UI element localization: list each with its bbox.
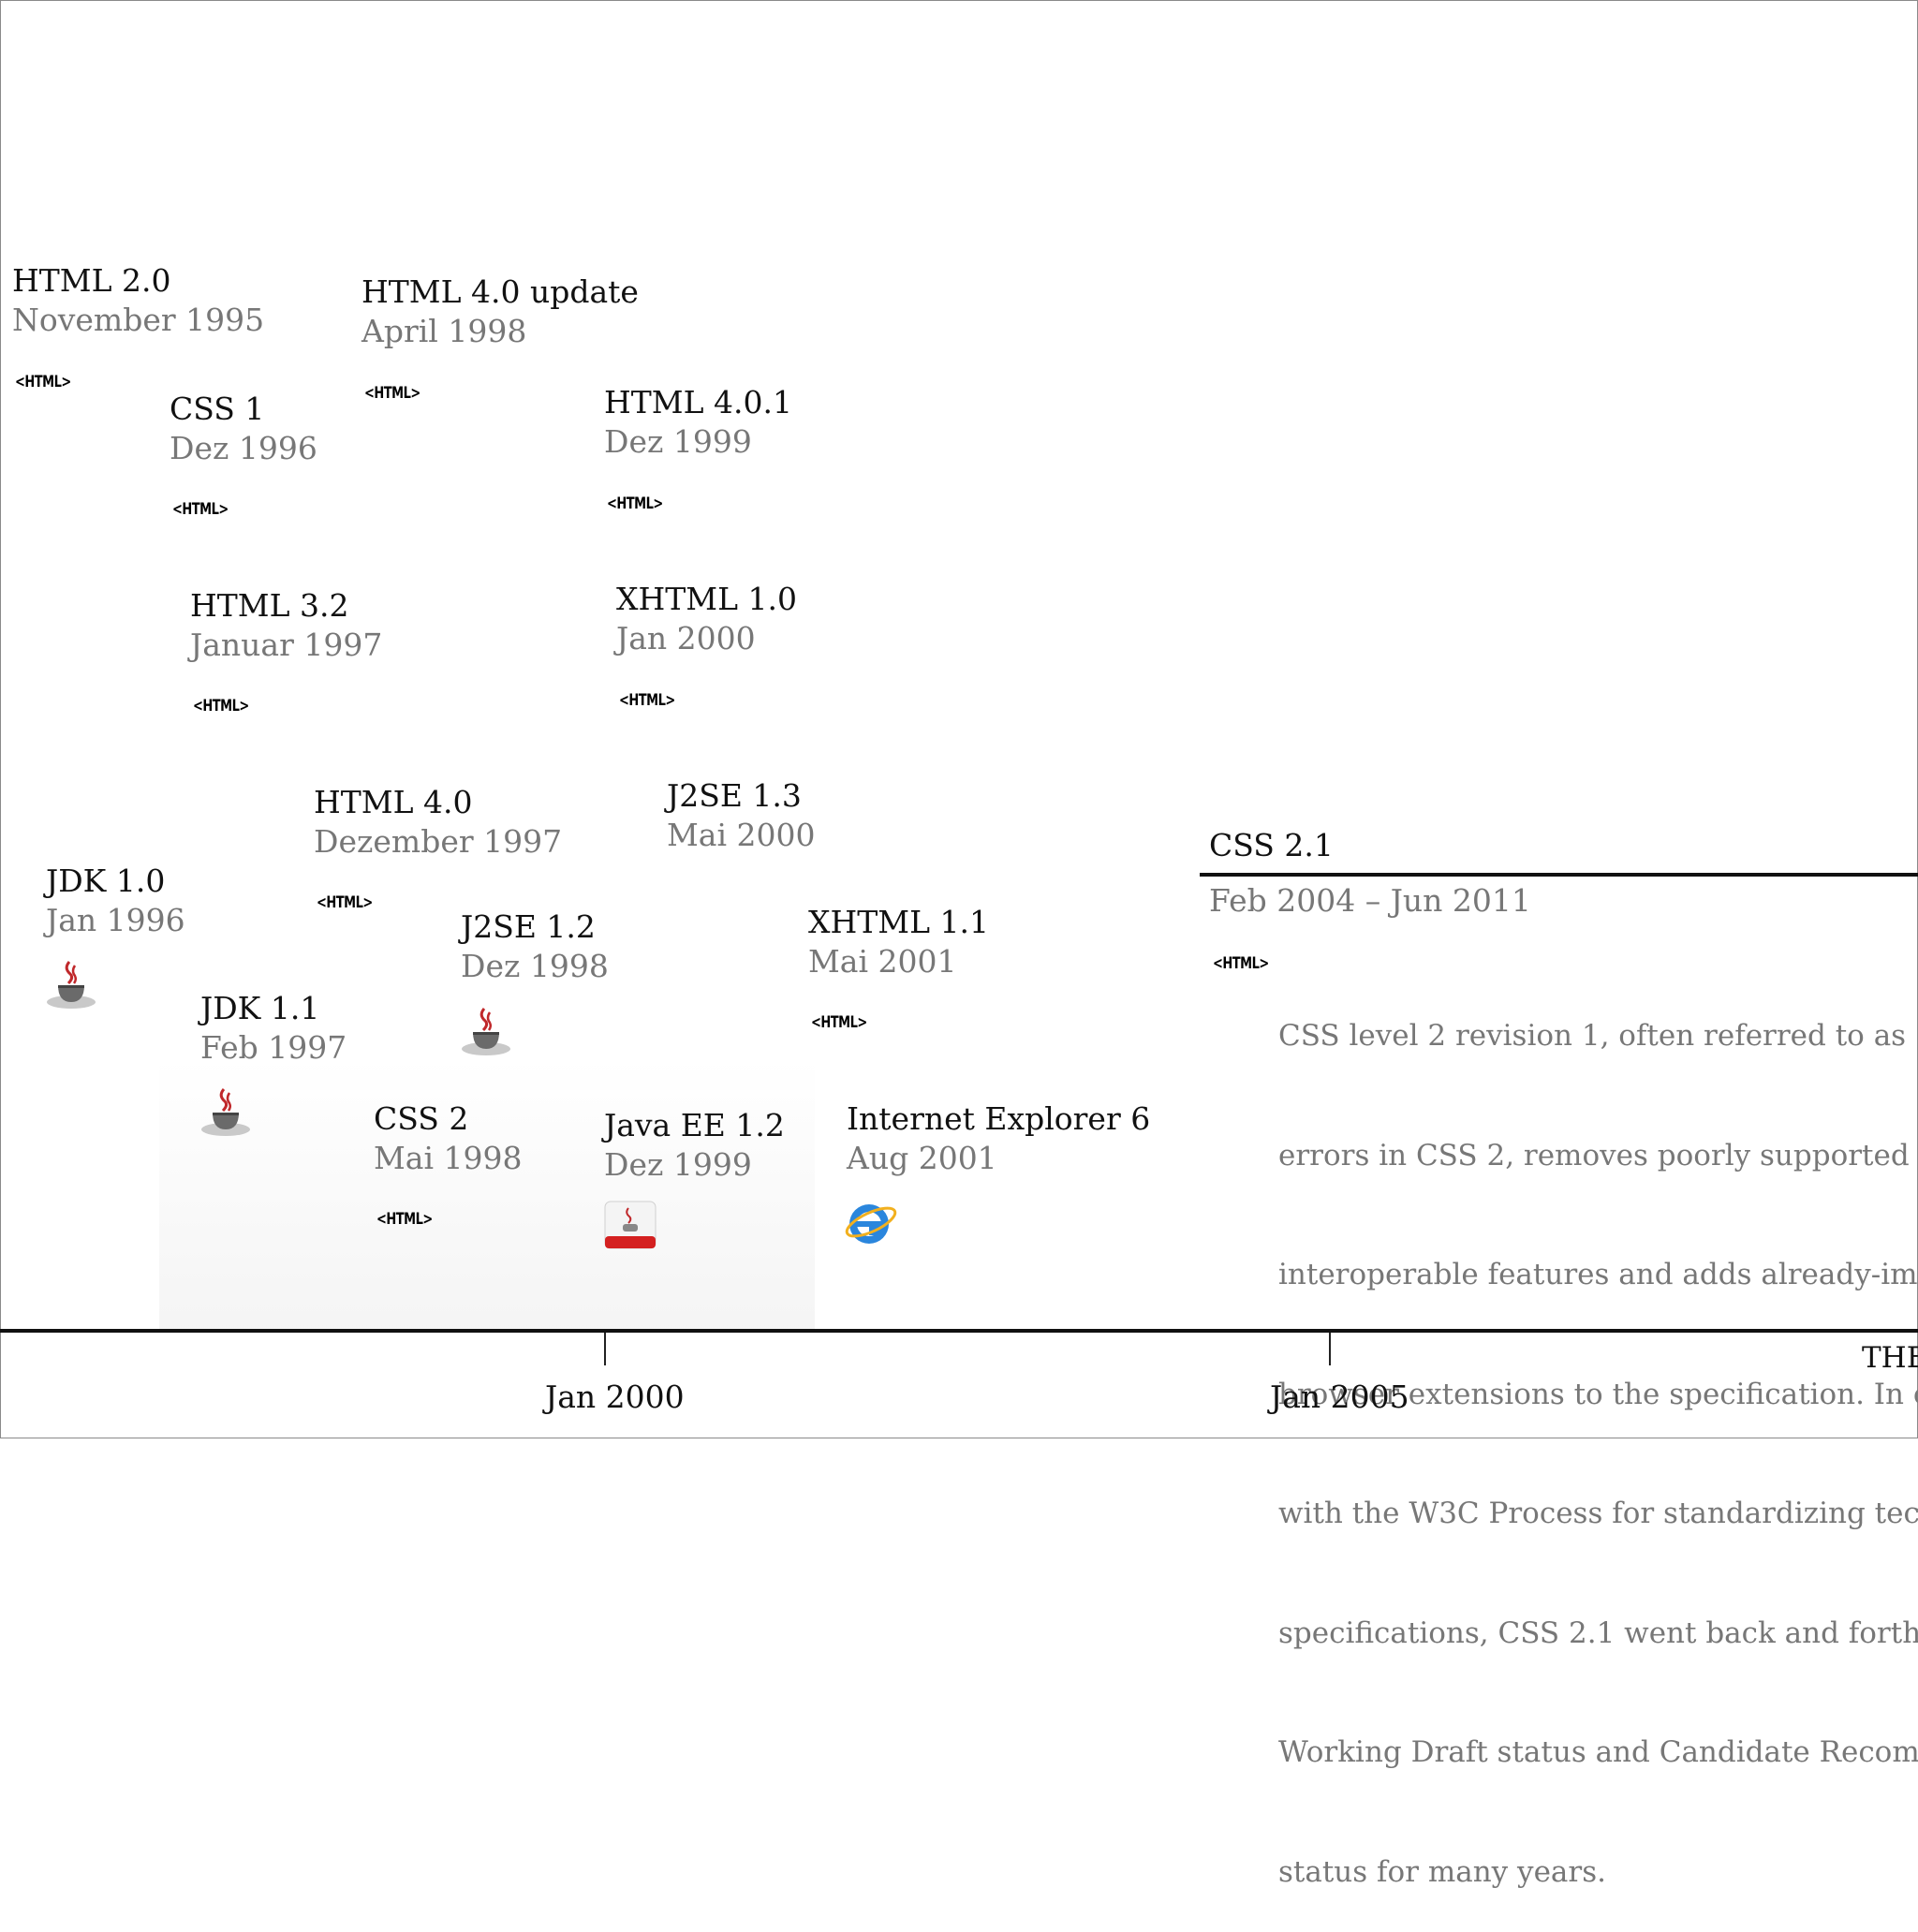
event-title: HTML 4.0 update [361, 273, 639, 310]
axis-tick [1329, 1333, 1331, 1365]
timeline-event[interactable]: HTML 3.2 Januar 1997 [190, 586, 382, 665]
event-title: HTML 3.2 [190, 587, 349, 624]
html-tag-icon: <HTML> [376, 1210, 433, 1230]
event-date: Aug 2001 [847, 1140, 997, 1176]
event-date: Mai 2001 [808, 943, 957, 980]
event-title: JDK 1.1 [200, 990, 320, 1026]
description-line: CSS level 2 revision 1, often referred t… [1278, 1019, 1918, 1053]
timeline-event[interactable]: J2SE 1.3 Mai 2000 [667, 776, 816, 855]
internet-explorer-icon [845, 1204, 897, 1244]
timeline-event[interactable]: HTML 4.0 update April 1998 [361, 273, 639, 351]
event-title: Internet Explorer 6 [847, 1100, 1151, 1137]
event-date: November 1995 [12, 302, 265, 338]
timeline-event[interactable]: HTML 4.0.1 Dez 1999 [604, 383, 792, 462]
description-line: browser extensions to the specification.… [1278, 1377, 1918, 1411]
event-date: Mai 2000 [667, 817, 816, 853]
event-title: JDK 1.0 [46, 863, 166, 899]
timeline-event[interactable]: XHTML 1.1 Mai 2001 [808, 903, 989, 981]
event-date: Mai 1998 [374, 1140, 523, 1176]
java-ee-icon [604, 1201, 657, 1249]
event-date: April 1998 [361, 313, 527, 349]
html-tag-icon: <HTML> [317, 893, 373, 913]
description-line: specifications, CSS 2.1 went back and fo… [1278, 1615, 1918, 1650]
event-date: Dez 1999 [604, 423, 752, 460]
timeline-corner-label: THE [1862, 1341, 1918, 1375]
css21-duration-bar[interactable] [1200, 873, 1918, 877]
event-title: CSS 1 [170, 391, 265, 427]
css21-date: Feb 2004 – Jun 2011 [1209, 882, 1531, 919]
java-cup-icon [47, 961, 96, 1009]
css21-title[interactable]: CSS 2.1 [1209, 827, 1334, 863]
timeline-event[interactable]: XHTML 1.0 Jan 2000 [616, 580, 797, 658]
description-line: with the W3C Process for standardizing t… [1278, 1497, 1918, 1530]
description-line: status for many years. [1278, 1854, 1606, 1889]
event-date: Feb 1997 [200, 1029, 347, 1066]
event-title: HTML 2.0 [12, 262, 171, 299]
axis-tick-label: Jan 2000 [545, 1379, 685, 1415]
event-date: Dez 1996 [170, 430, 317, 466]
timeline-event[interactable]: Internet Explorer 6 Aug 2001 [847, 1099, 1150, 1178]
event-title: HTML 4.0 [314, 784, 473, 820]
event-title: HTML 4.0.1 [604, 384, 792, 420]
timeline-event[interactable]: JDK 1.0 Jan 1996 [46, 862, 185, 940]
css21-description: CSS level 2 revision 1, often referred t… [1278, 937, 1918, 1932]
event-title: Java EE 1.2 [604, 1107, 785, 1143]
event-title: XHTML 1.0 [616, 581, 797, 617]
event-title: J2SE 1.3 [667, 777, 802, 814]
timeline-event[interactable]: HTML 2.0 November 1995 [12, 261, 264, 340]
event-date: Jan 2000 [616, 620, 756, 656]
event-title: XHTML 1.1 [808, 904, 989, 940]
java-cup-icon [201, 1088, 250, 1136]
timeline-event[interactable]: J2SE 1.2 Dez 1998 [461, 907, 609, 986]
description-line: errors in CSS 2, removes poorly supporte… [1278, 1138, 1918, 1172]
timeline-shading [159, 1058, 815, 1329]
timeline-event[interactable]: CSS 1 Dez 1996 [170, 390, 317, 468]
event-date: Dez 1999 [604, 1146, 752, 1183]
html-tag-icon: <HTML> [15, 373, 71, 392]
event-date: Dez 1998 [461, 948, 609, 984]
timeline-event[interactable]: HTML 4.0 Dezember 1997 [314, 783, 562, 862]
html-tag-icon: <HTML> [364, 384, 420, 404]
timeline-event[interactable]: Java EE 1.2 Dez 1999 [604, 1106, 785, 1185]
html-tag-icon: <HTML> [193, 697, 249, 716]
axis-tick-label: Jan 2005 [1270, 1379, 1409, 1415]
axis-tick [604, 1333, 606, 1365]
event-date: Dezember 1997 [314, 823, 563, 860]
timeline-event[interactable]: JDK 1.1 Feb 1997 [200, 989, 347, 1068]
html-tag-icon: <HTML> [607, 494, 663, 514]
description-line: Working Draft status and Candidate Recom… [1278, 1735, 1918, 1769]
html-tag-icon: <HTML> [811, 1013, 867, 1033]
event-title: CSS 2 [374, 1100, 469, 1137]
timeline-axis[interactable] [0, 1329, 1918, 1333]
event-date: Januar 1997 [190, 627, 383, 663]
java-cup-icon [462, 1008, 510, 1055]
html-tag-icon: <HTML> [1213, 954, 1269, 974]
html-tag-icon: <HTML> [619, 691, 675, 711]
event-date: Jan 1996 [46, 902, 185, 938]
html-tag-icon: <HTML> [172, 500, 229, 520]
description-line: interoperable features and adds already-… [1278, 1258, 1918, 1291]
timeline-event[interactable]: CSS 2 Mai 1998 [374, 1099, 523, 1178]
event-title: J2SE 1.2 [461, 908, 596, 945]
